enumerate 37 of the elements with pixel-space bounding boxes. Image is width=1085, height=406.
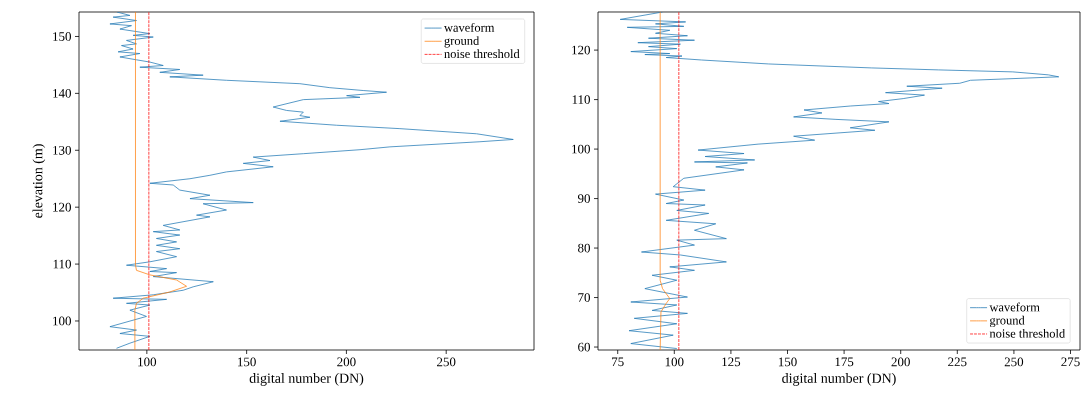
y-tick-label: 110 bbox=[53, 259, 71, 269]
legend-label: waveform bbox=[443, 22, 495, 32]
x-tick-label: 250 bbox=[437, 357, 456, 367]
y-tick-label: 90 bbox=[577, 194, 590, 203]
legend-label: noise threshold bbox=[989, 328, 1066, 338]
x-tick-label: 225 bbox=[948, 357, 967, 367]
x-tick-label: 100 bbox=[665, 357, 684, 367]
x-tick-label: 250 bbox=[1004, 357, 1024, 367]
x-tick-label: 200 bbox=[337, 357, 356, 367]
x-tick-label: 125 bbox=[722, 357, 741, 367]
x-tick-label: 275 bbox=[1061, 357, 1080, 367]
legend-label: ground bbox=[444, 36, 480, 48]
line-series bbox=[134, 12, 187, 350]
line-series bbox=[659, 11, 671, 350]
y-tick-label: 70 bbox=[578, 293, 590, 302]
x-tick-label: 200 bbox=[891, 357, 910, 367]
y-tick-label: 120 bbox=[53, 202, 71, 212]
x-axis-title: digital number (DN) bbox=[782, 373, 896, 386]
x-tick-label: 100 bbox=[138, 357, 157, 367]
x-tick-label: 175 bbox=[835, 357, 854, 367]
legend-label: noise threshold bbox=[444, 49, 520, 59]
y-tick-label: 60 bbox=[578, 342, 590, 352]
y-tick-label: 130 bbox=[53, 145, 71, 155]
y-tick-label: 100 bbox=[572, 144, 590, 154]
legend-label: ground bbox=[989, 315, 1025, 328]
y-tick-label: 80 bbox=[578, 243, 590, 253]
x-axis-title: digital number (DN) bbox=[249, 373, 364, 386]
y-tick-label: 110 bbox=[572, 95, 590, 104]
y-axis-title: elevation (m) bbox=[32, 144, 46, 218]
legend-label: waveform bbox=[989, 302, 1040, 312]
y-tick-label: 140 bbox=[53, 89, 71, 98]
y-tick-label: 120 bbox=[572, 45, 590, 55]
x-tick-label: 75 bbox=[612, 357, 624, 367]
x-tick-label: 150 bbox=[778, 357, 797, 367]
y-tick-label: 100 bbox=[53, 316, 71, 326]
y-tick-label: 150 bbox=[53, 32, 71, 41]
x-tick-label: 150 bbox=[238, 357, 256, 367]
